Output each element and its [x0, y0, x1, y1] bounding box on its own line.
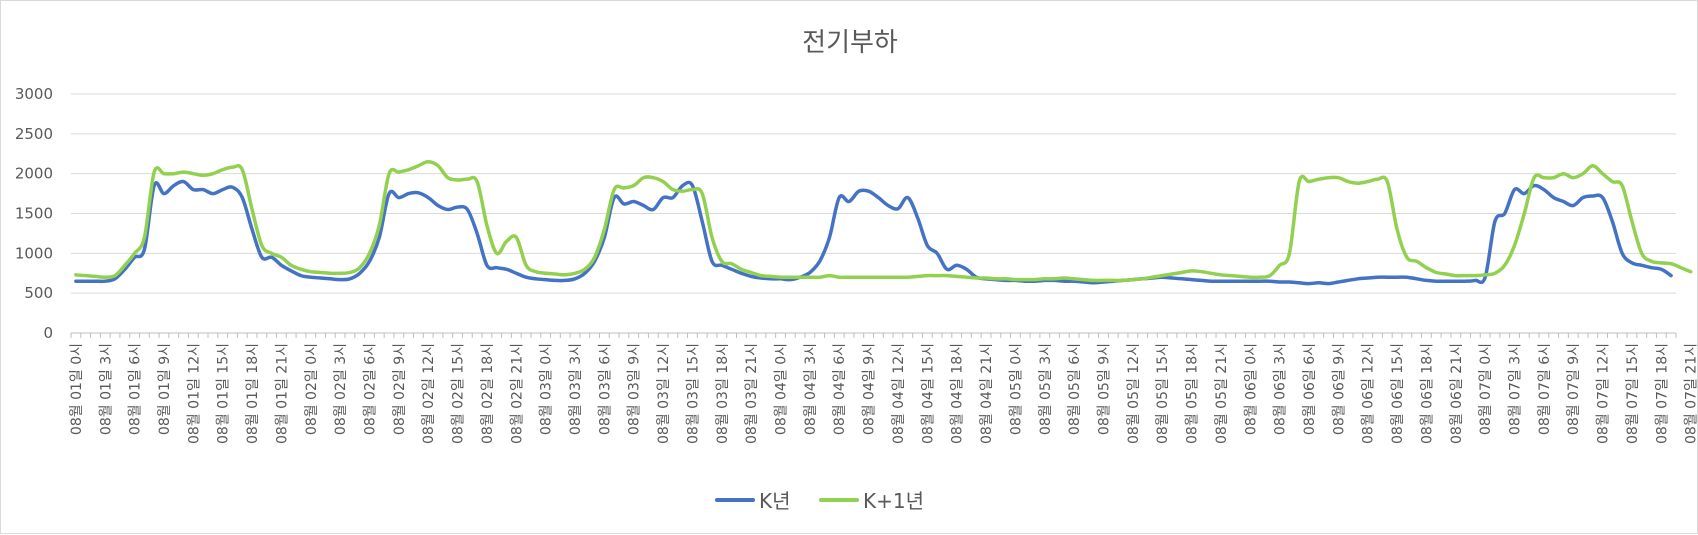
x-tick-label: 08월 02일 6시 — [362, 343, 378, 435]
x-tick-label: 08월 02일 0시 — [304, 343, 320, 435]
x-tick-label: 08월 05일 3시 — [1038, 343, 1054, 435]
y-tick-label: 2000 — [15, 165, 53, 183]
x-tick-label: 08월 07일 0시 — [1478, 343, 1494, 435]
x-tick-label: 08월 05일 12시 — [1126, 343, 1142, 444]
x-tick-label: 08월 02일 18시 — [480, 343, 496, 444]
series-line-k1 — [74, 159, 1693, 283]
x-tick-label: 08월 01일 3시 — [98, 343, 114, 435]
y-axis: 0 500 1000 1500 2000 2500 3000 — [15, 85, 53, 342]
x-tick-label: 08월 03일 0시 — [539, 343, 555, 435]
x-tick-label: 08월 07일 9시 — [1566, 343, 1582, 435]
x-tick-label: 08월 03일 6시 — [597, 343, 613, 435]
x-tick-label: 08월 05일 18시 — [1185, 343, 1201, 444]
x-tick-label: 08월 01일 12시 — [186, 343, 202, 444]
y-tick-label: 500 — [24, 284, 53, 302]
x-tick-label: 08월 01일 21시 — [274, 343, 290, 444]
x-tick-label: 08월 02일 3시 — [333, 343, 349, 435]
x-tick-label: 08월 07일 3시 — [1508, 343, 1524, 435]
x-tick-label: 08월 03일 21시 — [744, 343, 760, 444]
y-tick-label: 1000 — [15, 244, 53, 262]
legend: K년 K+1년 — [715, 489, 924, 513]
y-tick-label: 2500 — [15, 125, 53, 143]
x-tick-label: 08월 02일 21시 — [509, 343, 525, 444]
x-tick-label: 08월 01일 15시 — [216, 343, 232, 444]
x-tick-label: 08월 05일 15시 — [1155, 343, 1171, 444]
x-tick-label: 08월 03일 15시 — [685, 343, 701, 444]
y-tick-label: 1500 — [15, 205, 53, 223]
x-tick-label: 08월 06일 9시 — [1331, 343, 1347, 435]
x-tick-label: 08월 01일 0시 — [69, 343, 85, 435]
x-tick-label: 08월 04일 6시 — [832, 343, 848, 435]
chart-title: 전기부하 — [802, 28, 898, 58]
x-tick-label: 08월 04일 18시 — [950, 343, 966, 444]
x-tick-label: 08월 03일 12시 — [656, 343, 672, 444]
x-tick-label: 08월 05일 0시 — [1008, 343, 1024, 435]
x-tick-label: 08월 06일 18시 — [1419, 343, 1435, 444]
x-tick-label: 08월 05일 21시 — [1214, 343, 1230, 444]
x-tick-label: 08월 07일 12시 — [1596, 343, 1612, 444]
x-tick-label: 08월 04일 21시 — [979, 343, 995, 444]
x-tick-label: 08월 06일 21시 — [1449, 343, 1465, 444]
x-tick-label: 08월 01일 18시 — [245, 343, 261, 444]
x-tick-label: 08월 07일 6시 — [1537, 343, 1553, 435]
legend-label-k: K년 — [759, 489, 791, 513]
x-tick-label: 08월 05일 9시 — [1096, 343, 1112, 435]
x-tick-label: 08월 04일 9시 — [862, 343, 878, 435]
series-lines — [74, 159, 1693, 286]
x-tick-label: 08월 05일 6시 — [1067, 343, 1083, 435]
x-tick-label: 08월 03일 9시 — [627, 343, 643, 435]
gridlines — [71, 93, 1676, 294]
x-tick-label: 08월 04일 0시 — [774, 343, 790, 435]
x-tick-label: 08월 06일 6시 — [1302, 343, 1318, 435]
x-tick-label: 08월 02일 12시 — [421, 343, 437, 444]
x-tick-label: 08월 04일 3시 — [803, 343, 819, 435]
x-tick-label: 08월 01일 9시 — [157, 343, 173, 435]
x-tick-label: 08월 01일 6시 — [128, 343, 144, 435]
x-tick-label: 08월 07일 18시 — [1654, 343, 1670, 444]
x-tick-label: 08월 06일 3시 — [1273, 343, 1289, 435]
x-tick-label: 08월 02일 15시 — [451, 343, 467, 444]
x-tick-label: 08월 04일 12시 — [891, 343, 907, 444]
series-line-k — [74, 179, 1673, 286]
x-tick-label: 08월 06일 15시 — [1390, 343, 1406, 444]
x-tick-label: 08월 03일 3시 — [568, 343, 584, 435]
x-tick-label: 08월 04일 15시 — [920, 343, 936, 444]
y-tick-label: 3000 — [15, 85, 53, 103]
x-tick-label: 08월 02일 9시 — [392, 343, 408, 435]
x-tick-label: 08월 06일 12시 — [1361, 343, 1377, 444]
x-tick-label: 08월 06일 0시 — [1243, 343, 1259, 435]
x-axis: 08월 01일 0시 08월 01일 3시 08월 01일 6시 08월 01일 9시… — [69, 332, 1698, 444]
x-tick-label: 08월 07일 21시 — [1684, 343, 1698, 444]
x-tick-label: 08월 03일 18시 — [715, 343, 731, 444]
y-tick-label: 0 — [43, 324, 53, 342]
legend-label-k1: K+1년 — [863, 489, 924, 513]
x-tick-label: 08월 07일 15시 — [1625, 343, 1641, 444]
